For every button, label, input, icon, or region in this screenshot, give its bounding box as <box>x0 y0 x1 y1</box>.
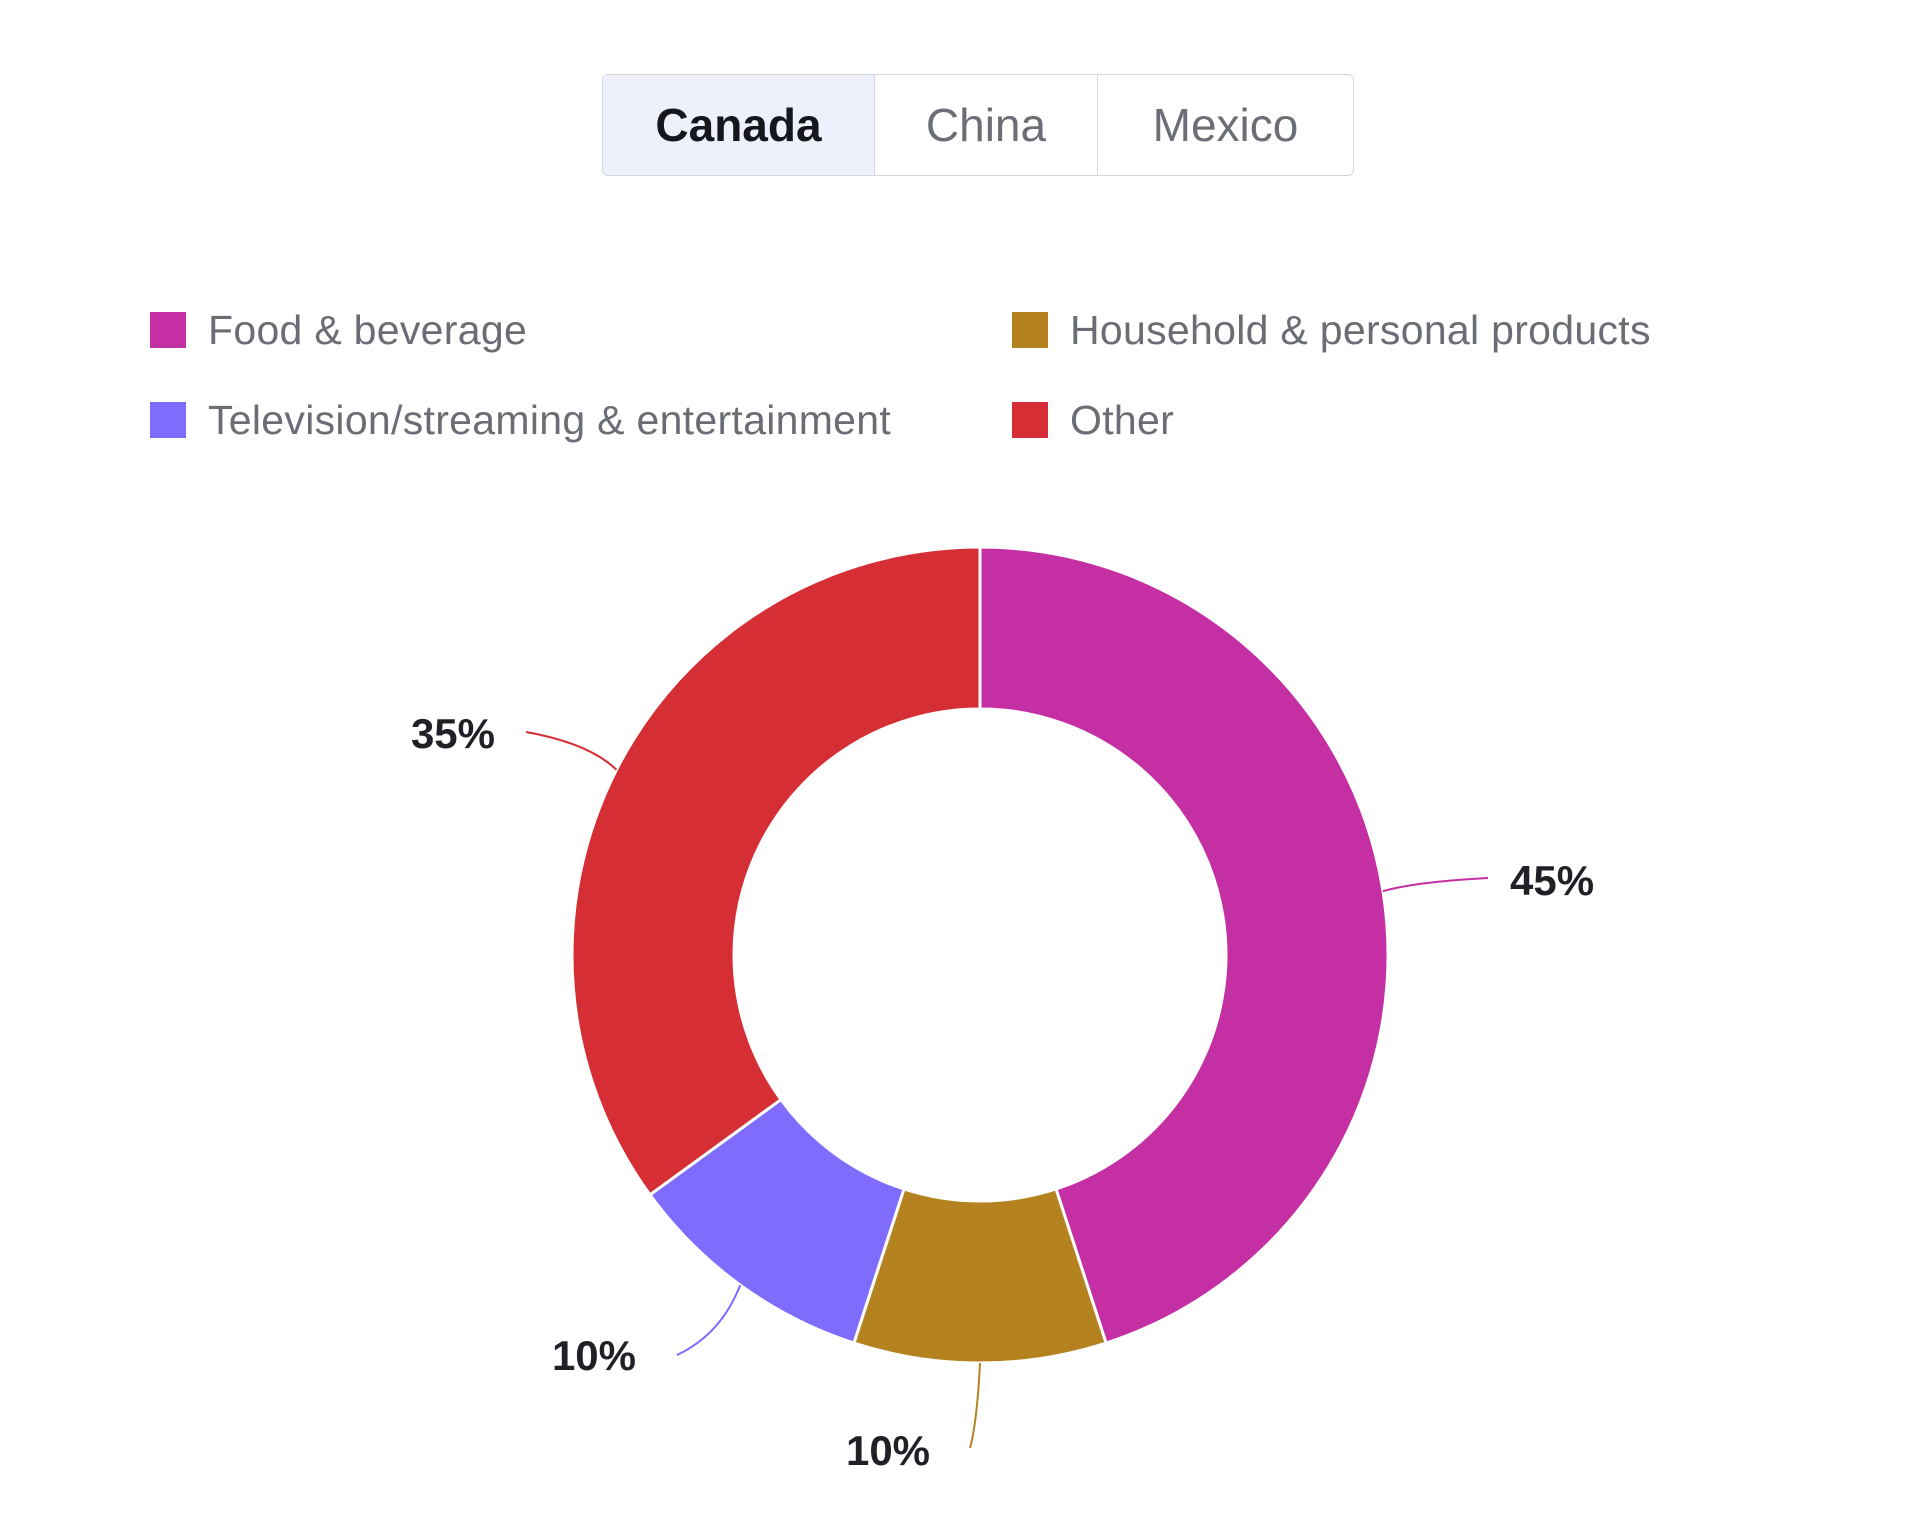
value-label-food-beverage: 45% <box>1510 857 1594 904</box>
leader-line-other <box>525 731 618 771</box>
legend-item-television-streaming: Television/streaming & entertainment <box>150 390 891 450</box>
legend-swatch-other <box>1012 402 1048 438</box>
value-label-television-streaming-entertainment: 10% <box>552 1332 636 1379</box>
leader-line-food-beverage <box>1382 877 1489 893</box>
donut-slice-other[interactable] <box>570 545 982 1197</box>
legend-swatch-household-personal <box>1012 312 1048 348</box>
value-label-other: 35% <box>411 710 495 757</box>
leader-line-household-personal-products <box>969 1362 981 1449</box>
donut-slice-food-beverage[interactable] <box>978 545 1390 1345</box>
legend-swatch-television-streaming <box>150 402 186 438</box>
legend-item-other: Other <box>1012 390 1174 450</box>
legend-item-food-beverage: Food & beverage <box>150 300 527 360</box>
legend-swatch-food-beverage <box>150 312 186 348</box>
value-label-household-personal-products: 10% <box>846 1427 930 1474</box>
tab-mexico[interactable]: Mexico <box>1098 75 1353 175</box>
legend-item-household-personal: Household & personal products <box>1012 300 1651 360</box>
legend-label-television-streaming: Television/streaming & entertainment <box>208 396 892 443</box>
chart-legend: Food & beverage Household & personal pro… <box>150 300 1750 480</box>
legend-label-household-personal: Household & personal products <box>1070 306 1651 353</box>
leader-line-television-streaming-entertainment <box>676 1284 742 1356</box>
country-tab-bar: Canada China Mexico <box>602 74 1354 176</box>
legend-label-other: Other <box>1070 396 1175 443</box>
legend-label-food-beverage: Food & beverage <box>208 306 528 353</box>
tab-canada[interactable]: Canada <box>603 75 875 175</box>
tab-china[interactable]: China <box>875 75 1098 175</box>
